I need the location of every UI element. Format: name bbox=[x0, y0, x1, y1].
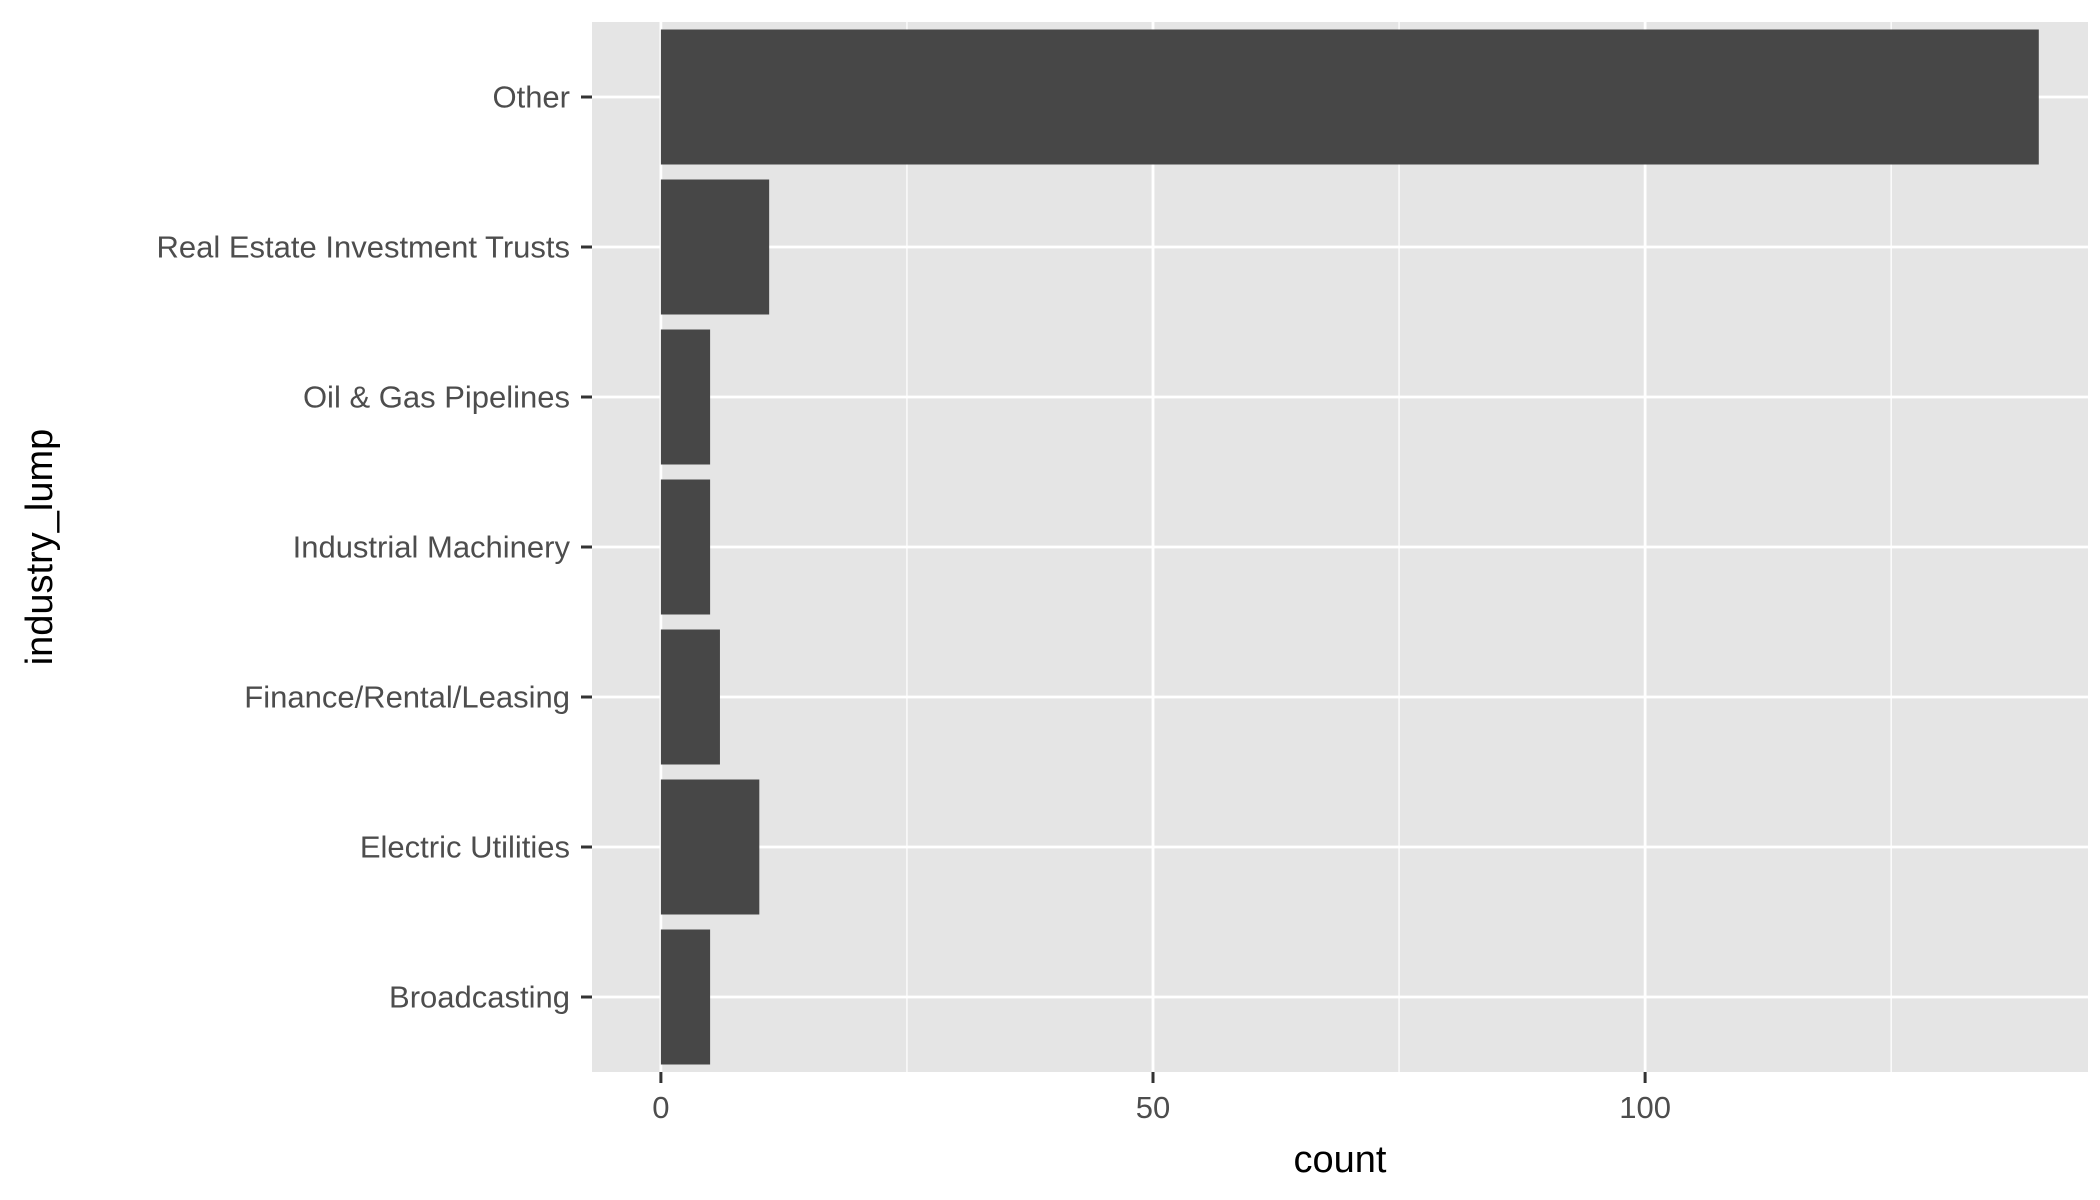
y-tick-label: Oil & Gas Pipelines bbox=[303, 380, 570, 415]
y-tick-label: Finance/Rental/Leasing bbox=[244, 680, 570, 715]
y-tick-label: Broadcasting bbox=[389, 980, 570, 1015]
bar-finance-rental-leasing bbox=[660, 629, 720, 765]
x-tick-label: 50 bbox=[1136, 1090, 1170, 1125]
y-tick-label: Industrial Machinery bbox=[293, 530, 571, 565]
x-axis-title: count bbox=[1294, 1139, 1387, 1181]
bars bbox=[660, 29, 2039, 1065]
y-axis: Broadcasting Electric Utilities Finance/Re… bbox=[156, 80, 592, 1015]
bar-other bbox=[660, 29, 2039, 165]
y-tick-label: Real Estate Investment Trusts bbox=[156, 230, 570, 265]
x-tick-label: 100 bbox=[1619, 1090, 1671, 1125]
y-tick-label: Other bbox=[492, 80, 570, 115]
y-axis-title: industry_lump bbox=[19, 429, 61, 666]
bar-industrial-machinery bbox=[660, 479, 711, 615]
major-gridlines bbox=[592, 22, 2088, 1072]
x-axis: 0 50 100 bbox=[652, 1072, 1671, 1125]
bar-electric-utilities bbox=[660, 779, 760, 915]
bar-real-estate-investment-trusts bbox=[660, 179, 770, 315]
x-tick-label: 0 bbox=[652, 1090, 669, 1125]
bar-oil-gas-pipelines bbox=[660, 329, 711, 465]
bar-broadcasting bbox=[660, 929, 711, 1065]
y-tick-label: Electric Utilities bbox=[360, 830, 570, 865]
